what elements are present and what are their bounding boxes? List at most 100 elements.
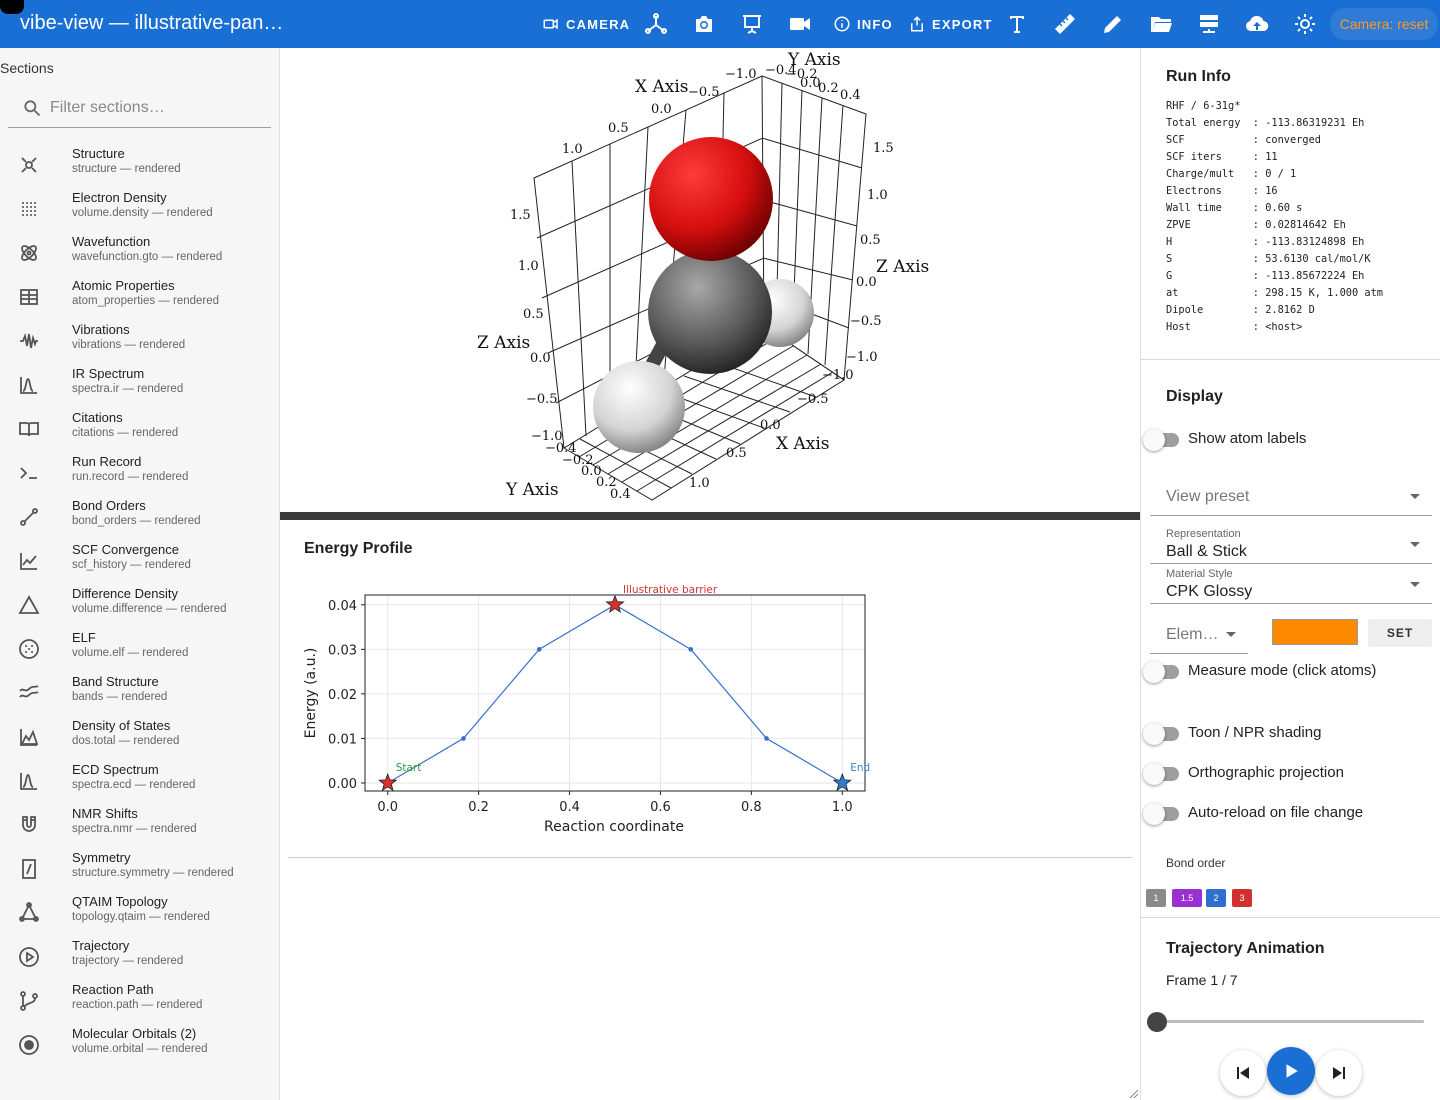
section-item[interactable]: Structure structure — rendered bbox=[0, 144, 279, 188]
section-item[interactable]: Trajectory trajectory — rendered bbox=[0, 936, 279, 980]
section-item[interactable]: Density of States dos.total — rendered bbox=[0, 716, 279, 760]
section-name: Symmetry bbox=[72, 850, 131, 865]
axes-button[interactable] bbox=[644, 12, 668, 36]
skip-previous-icon bbox=[1237, 1067, 1249, 1079]
section-item[interactable]: ECD Spectrum spectra.ecd — rendered bbox=[0, 760, 279, 804]
section-item[interactable]: Citations citations — rendered bbox=[0, 408, 279, 452]
toggle-thumb bbox=[1143, 763, 1165, 785]
bond-order-chip[interactable]: 1 bbox=[1146, 889, 1166, 907]
section-item[interactable]: Electron Density volume.density — rendere… bbox=[0, 188, 279, 232]
section-name: ECD Spectrum bbox=[72, 762, 159, 777]
triangle-icon bbox=[18, 594, 40, 616]
section-name: Electron Density bbox=[72, 190, 167, 205]
x-tick-labels: 0.0 0.2 0.4 0.6 0.8 1.0 bbox=[377, 791, 853, 815]
camera-icon bbox=[696, 16, 712, 32]
export-icon bbox=[911, 16, 923, 32]
svg-text:0.2: 0.2 bbox=[818, 81, 839, 96]
section-item[interactable]: Wavefunction wavefunction.gto — rendered bbox=[0, 232, 279, 276]
set-color-button[interactable]: SET bbox=[1368, 619, 1432, 647]
filter-sections-input[interactable] bbox=[50, 96, 260, 120]
section-item[interactable]: QTAIM Topology topology.qtaim — rendered bbox=[0, 892, 279, 936]
section-item[interactable]: Bond Orders bond_orders — rendered bbox=[0, 496, 279, 540]
presentation-button[interactable] bbox=[740, 12, 764, 36]
section-item[interactable]: Symmetry structure.symmetry — rendered bbox=[0, 848, 279, 892]
section-item[interactable]: Difference Density volume.difference — re… bbox=[0, 584, 279, 628]
right-panel: Run Info RHF / 6-31g* Total energy : -113… bbox=[1140, 48, 1440, 1100]
upload-button[interactable] bbox=[1245, 12, 1269, 36]
section-item[interactable]: Band Structure bands — rendered bbox=[0, 672, 279, 716]
screenshot-button[interactable] bbox=[692, 12, 716, 36]
molecule-viewer[interactable]: −1.0 −0.4 −0.2 0.0 0.2 0.4 −0.5 0.0 0.5 1.0 1.5 1… bbox=[280, 48, 1140, 512]
section-name: Vibrations bbox=[72, 322, 130, 337]
x-tick-label: 0.4 bbox=[559, 800, 580, 815]
bond-icon bbox=[18, 506, 40, 528]
export-button[interactable]: EXPORT bbox=[908, 10, 993, 38]
theme-button[interactable] bbox=[1293, 12, 1317, 36]
section-item[interactable]: Molecular Orbitals (2) volume.orbital — r… bbox=[0, 1024, 279, 1068]
energy-profile-title: Energy Profile bbox=[304, 540, 413, 557]
draw-button[interactable] bbox=[1101, 12, 1125, 36]
orthographic-toggle[interactable]: Orthographic projection bbox=[1141, 762, 1381, 786]
record-video-button[interactable] bbox=[788, 12, 812, 36]
play-button[interactable] bbox=[1267, 1047, 1315, 1095]
viewer-x-axis-title-front: X Axis bbox=[776, 434, 830, 454]
search-icon bbox=[24, 100, 41, 117]
viewer-resize-divider[interactable] bbox=[280, 512, 1140, 520]
show-atom-labels-toggle[interactable]: Show atom labels bbox=[1141, 428, 1381, 452]
section-item[interactable]: Vibrations vibrations — rendered bbox=[0, 320, 279, 364]
section-item[interactable]: Run Record run.record — rendered bbox=[0, 452, 279, 496]
element-color-swatch[interactable] bbox=[1272, 619, 1358, 645]
data-point bbox=[461, 736, 466, 741]
bond-order-chip[interactable]: 2 bbox=[1206, 889, 1226, 907]
info-button[interactable]: INFO bbox=[833, 10, 893, 38]
ruler-button[interactable] bbox=[1053, 12, 1077, 36]
x-tick-label: 0.2 bbox=[468, 800, 489, 815]
section-source: bands — rendered bbox=[72, 691, 168, 703]
svg-text:−0.5: −0.5 bbox=[526, 392, 558, 407]
bond-order-chip[interactable]: 1.5 bbox=[1172, 889, 1202, 907]
branch-icon bbox=[18, 990, 40, 1012]
svg-text:0.4: 0.4 bbox=[840, 88, 861, 103]
next-frame-button[interactable] bbox=[1316, 1050, 1362, 1096]
resize-grip-icon[interactable] bbox=[1128, 1088, 1138, 1098]
section-name: Run Record bbox=[72, 454, 142, 469]
server-button[interactable] bbox=[1197, 12, 1221, 36]
frame-slider-track[interactable] bbox=[1158, 1020, 1424, 1023]
svg-text:0.0: 0.0 bbox=[651, 102, 672, 117]
section-source: structure.symmetry — rendered bbox=[72, 867, 234, 879]
chart-grid bbox=[365, 595, 865, 791]
section-source: volume.orbital — rendered bbox=[72, 1043, 208, 1055]
bond-order-chip[interactable]: 3 bbox=[1232, 889, 1252, 907]
section-item[interactable]: SCF Convergence scf_history — rendered bbox=[0, 540, 279, 584]
camera-reset-chip[interactable]: Camera: reset bbox=[1330, 8, 1438, 40]
y-axis-label: Energy (a.u.) bbox=[303, 648, 319, 739]
annotation-star-marker bbox=[605, 594, 625, 614]
section-item[interactable]: Atomic Properties atom_properties — rende… bbox=[0, 276, 279, 320]
server-icon bbox=[1200, 15, 1218, 33]
view-preset-select[interactable]: View preset bbox=[1150, 480, 1432, 516]
auto-reload-toggle[interactable]: Auto-reload on file change bbox=[1141, 802, 1401, 826]
section-item[interactable]: NMR Shifts spectra.nmr — rendered bbox=[0, 804, 279, 848]
section-item[interactable]: IR Spectrum spectra.ir — rendered bbox=[0, 364, 279, 408]
svg-text:−0.5: −0.5 bbox=[688, 85, 720, 100]
open-file-button[interactable] bbox=[1149, 12, 1173, 36]
toon-shading-toggle[interactable]: Toon / NPR shading bbox=[1141, 722, 1381, 746]
previous-frame-button[interactable] bbox=[1220, 1050, 1266, 1096]
material-style-value: CPK Glossy bbox=[1166, 583, 1253, 600]
export-label: EXPORT bbox=[932, 16, 993, 32]
section-item[interactable]: Reaction Path reaction.path — rendered bbox=[0, 980, 279, 1024]
section-item[interactable]: ELF volume.elf — rendered bbox=[0, 628, 279, 672]
sections-sidebar: Sections Structure structure — rendered El… bbox=[0, 48, 280, 1100]
viewer-y-axis-title: Y Axis bbox=[787, 50, 841, 70]
representation-select[interactable]: Representation Ball & Stick bbox=[1150, 528, 1432, 564]
camera-menu-button[interactable]: CAMERA bbox=[542, 10, 630, 38]
text-label-button[interactable] bbox=[1005, 12, 1029, 36]
material-style-select[interactable]: Material Style CPK Glossy bbox=[1150, 568, 1432, 604]
annotation-label: End bbox=[850, 762, 870, 774]
molecule-3d-canvas[interactable]: −1.0 −0.4−0.20.00.2 0.4 −0.50.00.51.0 1.51… bbox=[280, 48, 1140, 512]
measure-mode-toggle[interactable]: Measure mode (click atoms) bbox=[1141, 660, 1421, 684]
section-name: Atomic Properties bbox=[72, 278, 175, 293]
frame-slider-thumb[interactable] bbox=[1147, 1012, 1167, 1032]
element-select[interactable]: Elem… bbox=[1150, 618, 1248, 654]
toon-shading-label: Toon / NPR shading bbox=[1188, 724, 1322, 741]
